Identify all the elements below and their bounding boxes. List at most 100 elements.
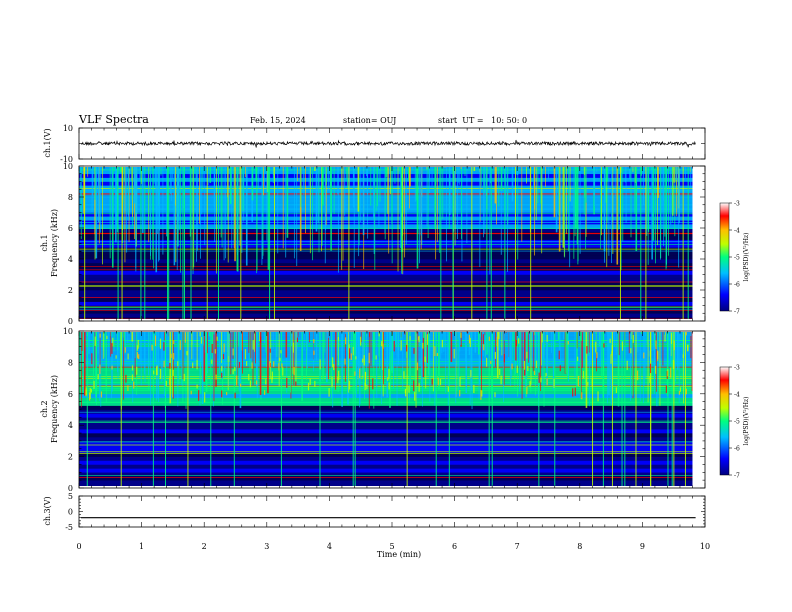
sferic-streak [620, 167, 622, 271]
spectrogram-band [79, 397, 693, 402]
sferic-streak [521, 332, 523, 399]
high-frequency-patch [328, 388, 330, 397]
sferic-streak [397, 167, 399, 272]
high-frequency-patch [665, 385, 667, 393]
sferic-streak [580, 332, 582, 341]
sferic-streak [416, 167, 419, 269]
sferic-streak [389, 167, 391, 195]
high-frequency-patch [483, 344, 485, 351]
sferic-streak [264, 167, 265, 187]
sferic-streak [657, 332, 659, 407]
sferic-streak [458, 167, 460, 185]
sferic-streak [641, 167, 643, 176]
sferic-streak [178, 167, 180, 231]
sferic-streak [474, 332, 477, 353]
sferic-streak [318, 167, 320, 253]
high-frequency-patch [115, 355, 117, 359]
sferic-streak [275, 332, 277, 365]
sferic-spike [182, 167, 184, 319]
sferic-spike [273, 167, 275, 319]
sferic-streak [360, 332, 362, 343]
sferic-streak [558, 332, 560, 354]
sferic-streak [379, 167, 381, 202]
sferic-streak [255, 332, 256, 364]
sferic-streak [132, 167, 133, 217]
sferic-streak [241, 167, 243, 253]
sferic-streak [690, 332, 692, 336]
high-frequency-patch [99, 364, 101, 374]
x-tick-label: 1 [139, 542, 144, 551]
no-data-region [692, 167, 693, 319]
sferic-streak [646, 332, 648, 344]
sferic-streak [208, 332, 211, 337]
high-frequency-patch [216, 336, 218, 341]
sferic-streak [164, 332, 165, 341]
sferic-streak [431, 167, 433, 186]
sferic-streak [535, 332, 537, 375]
sferic-streak [362, 332, 364, 389]
sferic-spike [240, 167, 242, 319]
colorbar-tick-label: -4 [734, 392, 740, 399]
spectrogram-band [79, 444, 693, 450]
sferic-streak [196, 332, 198, 367]
sferic-streak [213, 167, 215, 207]
sferic-spike [352, 332, 354, 486]
high-frequency-patch [192, 362, 194, 369]
sferic-streak [337, 167, 339, 273]
high-frequency-patch [655, 340, 657, 350]
high-frequency-patch [649, 376, 651, 383]
sferic-streak [434, 332, 436, 406]
sferic-streak [196, 167, 197, 262]
y-tick-label: 4 [68, 421, 73, 430]
sferic-streak [317, 167, 319, 224]
high-frequency-patch [426, 334, 429, 345]
sferic-streak [546, 332, 548, 386]
high-frequency-patch [603, 343, 605, 348]
sferic-streak [533, 332, 535, 372]
sferic-streak [353, 332, 355, 338]
high-frequency-patch [424, 356, 426, 362]
high-frequency-patch [271, 371, 273, 380]
high-frequency-patch [511, 363, 513, 370]
sferic-streak [111, 332, 113, 392]
sferic-streak [345, 167, 347, 179]
ch3-ytick-labels: 5 0 -5 [65, 492, 73, 532]
high-frequency-patch [293, 367, 295, 376]
sferic-streak [378, 332, 380, 357]
sferic-streak [576, 167, 578, 245]
sferic-streak [500, 167, 503, 191]
high-frequency-patch [460, 332, 462, 338]
sferic-streak [660, 167, 662, 259]
sferic-streak [543, 332, 545, 407]
sferic-streak [293, 167, 295, 259]
sferic-streak [221, 167, 223, 248]
sferic-streak [206, 332, 208, 354]
x-tick-label: 6 [452, 542, 457, 551]
spectrogram-band [79, 309, 693, 314]
high-frequency-patch [529, 381, 531, 388]
sferic-streak [110, 332, 112, 357]
sferic-streak [324, 167, 326, 264]
sferic-streak [560, 167, 562, 243]
sferic-streak [548, 167, 549, 180]
sferic-streak [415, 167, 417, 201]
spectrogram-band [79, 480, 693, 485]
sferic-streak [588, 332, 590, 407]
sferic-streak [347, 332, 349, 359]
sferic-streak [234, 167, 236, 262]
spectrogram-band [79, 476, 693, 481]
sferic-streak [535, 167, 537, 221]
sferic-spike [602, 332, 604, 486]
sferic-spike [640, 167, 642, 319]
spectrogram-band [79, 456, 693, 461]
high-frequency-patch [345, 337, 347, 345]
sferic-streak [512, 332, 514, 342]
high-frequency-patch [94, 336, 96, 346]
sferic-streak [160, 332, 162, 382]
sferic-streak [480, 332, 482, 338]
sferic-streak [624, 167, 626, 183]
sferic-streak [372, 332, 375, 365]
sferic-streak [419, 332, 421, 347]
panel-ch2-spectrogram: 0 2 4 6 8 10 ch.2 Frequency (kHz) [40, 327, 706, 493]
